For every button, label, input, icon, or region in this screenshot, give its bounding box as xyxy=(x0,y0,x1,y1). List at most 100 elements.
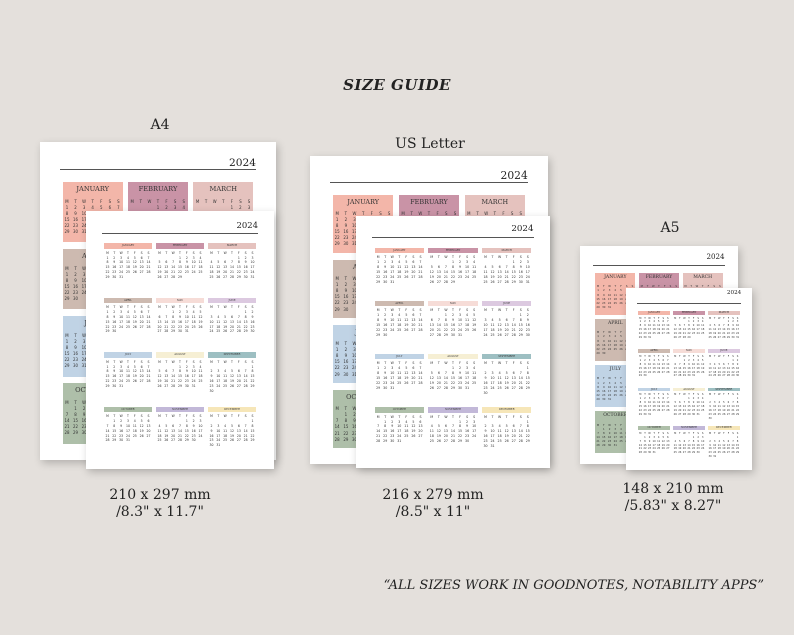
day-number: 27 xyxy=(236,438,241,443)
day-number: 21 xyxy=(731,408,735,412)
day-number: 19 xyxy=(657,328,661,332)
day-number: 11 xyxy=(198,260,203,265)
day-number: 9 xyxy=(244,260,247,265)
day-number: 4 xyxy=(398,366,401,371)
day-number: 26 xyxy=(139,433,144,438)
day-number: 11 xyxy=(223,374,228,379)
day-number: 17 xyxy=(472,429,477,434)
day-number: 9 xyxy=(384,264,387,269)
weekday-label: W xyxy=(718,393,721,397)
day-number: 30 xyxy=(647,451,652,455)
day-number: 9 xyxy=(648,439,651,443)
day-number: 15 xyxy=(602,435,606,439)
day-number: 12 xyxy=(429,269,434,274)
day-number: 24 xyxy=(184,324,189,329)
day-number: 21 xyxy=(164,324,169,329)
weekday-label: T xyxy=(614,331,617,335)
month-header: JULY xyxy=(638,387,671,392)
day-number: 11 xyxy=(191,314,196,319)
day-number: 22 xyxy=(450,274,456,279)
day-number: 15 xyxy=(457,429,463,434)
day-number: 6 xyxy=(430,318,433,323)
day-number: 15 xyxy=(105,374,110,379)
day-number: 1 xyxy=(251,419,254,424)
day-number: 1 xyxy=(736,435,739,439)
day-number: 26 xyxy=(411,434,416,439)
weekday-label: M xyxy=(335,275,339,281)
weekday-label: M xyxy=(376,361,380,366)
weekday-label: W xyxy=(683,431,686,435)
weekday-label: T xyxy=(644,393,646,397)
day-number: 13 xyxy=(164,265,169,270)
weekday-label: M xyxy=(596,331,600,335)
day-number: 19 xyxy=(490,274,495,279)
day-number: 10 xyxy=(691,362,696,366)
day-number: 25 xyxy=(652,332,656,336)
day-number: 23 xyxy=(602,393,606,397)
day-number: 23 xyxy=(518,274,523,279)
day-number: 10 xyxy=(216,428,221,433)
weekday-label: M xyxy=(106,250,109,255)
weekday-label: S xyxy=(199,414,202,419)
day-number: 15 xyxy=(518,323,523,327)
day-number: 25 xyxy=(472,274,477,279)
weekday-label: T xyxy=(231,305,233,310)
weekday-label: S xyxy=(526,361,529,366)
day-number: 17 xyxy=(351,294,357,300)
day-number: 24 xyxy=(701,447,705,451)
month-header: APRIL xyxy=(638,349,671,354)
day-number: 6 xyxy=(512,371,515,376)
day-number: 6 xyxy=(412,313,415,318)
month-header: AUGUST xyxy=(672,387,706,392)
day-number: 28 xyxy=(376,439,381,444)
weekday-label: S xyxy=(736,431,739,435)
day-number: 11 xyxy=(157,428,162,433)
day-number: 6 xyxy=(723,362,725,366)
weekday-label: T xyxy=(688,393,690,397)
day-number: 15 xyxy=(376,269,381,274)
weekday-label: S xyxy=(147,305,150,310)
a4-dimensions: 210 x 297 mm /8.3" x 11.7" xyxy=(95,487,225,521)
day-number: 1 xyxy=(526,419,529,424)
month-header: JANUARY xyxy=(638,310,671,315)
day-number: 2 xyxy=(185,364,188,369)
day-number: 28 xyxy=(443,386,448,391)
day-number: 2 xyxy=(692,320,695,324)
day-number: 3 xyxy=(459,313,462,318)
day-number: 15 xyxy=(177,374,182,379)
weekday-label: F xyxy=(459,414,461,419)
day-number: 8 xyxy=(65,210,69,216)
day-number: 4 xyxy=(674,439,677,443)
day-number: 31 xyxy=(191,383,196,388)
day-number: 13 xyxy=(511,376,516,381)
day-number: 5 xyxy=(473,313,476,318)
day-number: 9 xyxy=(644,401,646,405)
day-number: 23 xyxy=(457,381,463,386)
day-number: 3 xyxy=(697,320,699,324)
day-number: 15 xyxy=(64,216,70,222)
day-number: 8 xyxy=(639,401,642,405)
day-number: 13 xyxy=(139,314,144,319)
day-number: 17 xyxy=(119,319,124,324)
day-number: 22 xyxy=(457,434,463,439)
day-number: 15 xyxy=(250,428,255,433)
day-number: 1 xyxy=(74,406,77,412)
day-number: 10 xyxy=(81,345,87,351)
day-number: 23 xyxy=(735,370,740,374)
weekday-label: S xyxy=(526,414,529,419)
day-number: 22 xyxy=(177,270,182,275)
day-number: 9 xyxy=(384,371,387,376)
day-number: 9 xyxy=(82,412,86,418)
day-number: 2 xyxy=(165,204,168,210)
day-number: 22 xyxy=(105,270,110,275)
day-number: 1 xyxy=(185,419,188,424)
day-number: 16 xyxy=(184,265,189,270)
day-number: 25 xyxy=(223,383,228,388)
day-number: 8 xyxy=(384,424,387,429)
footer-note: “ALL SIZES WORK IN GOODNOTES, NOTABILITY… xyxy=(383,578,764,593)
a5-metric: 148 x 210 mm xyxy=(622,481,724,497)
weekday-label: T xyxy=(222,198,225,204)
day-number: 30 xyxy=(687,374,691,378)
